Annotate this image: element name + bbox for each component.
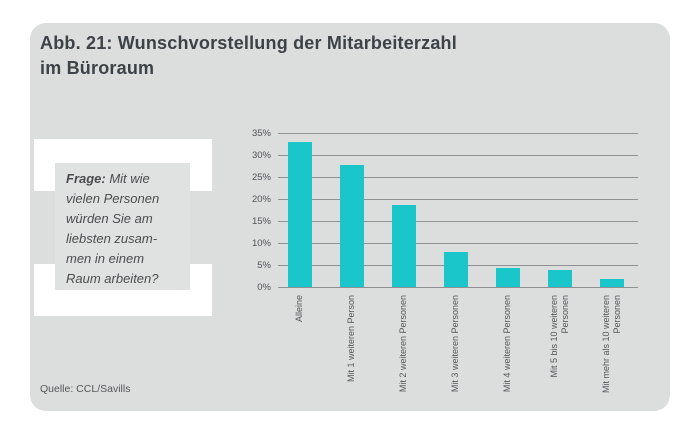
question-text: Frage: Mit wie vielen Personen würden Sie … [66,169,190,289]
figure-title-line2: im Büroraum [40,58,155,78]
question-label: Frage: [66,171,110,186]
gridline [278,155,638,156]
x-axis-label: Mit 2 weiteren Personen [398,295,408,393]
y-axis-tick-label: 35% [251,128,271,139]
bar [600,279,624,287]
y-axis-tick-label: 5% [257,260,271,271]
figure-card: Abb. 21: Wunschvorstellung der Mitarbeit… [30,23,670,411]
source-note: Quelle: CCL/Savills [40,383,131,395]
bar [444,252,468,287]
question-line: liebsten zusam- [66,231,158,246]
x-axis-label: Mit 1 weiteren Person [346,295,356,383]
bar-chart: 0% 5% 10% 15% 20% 25% 30% 35% Alleine Mit 1 weite… [30,23,670,411]
x-axis-label: Alleine [294,295,304,323]
bar [340,165,364,287]
y-axis-tick-label: 20% [251,194,271,205]
bar [392,205,416,287]
x-axis-label: Mit 3 weiteren Personen [450,295,460,393]
y-axis-tick-label: 10% [251,238,271,249]
y-axis-tick-label: 25% [251,172,271,183]
x-axis-label: Mit 4 weiteren Personen [502,295,512,393]
question-line: Raum arbeiten? [66,271,159,286]
gridline [278,133,638,134]
gridline [278,243,638,244]
y-axis-tick-label: 15% [251,216,271,227]
question-line: men in einem [66,251,145,266]
y-axis-tick-label: 0% [257,282,271,293]
question-line: Frage: Mit wie [66,171,150,186]
figure-title-line1: Abb. 21: Wunschvorstellung der Mitarbeit… [40,33,457,53]
gridline [278,221,638,222]
gridline [278,287,638,288]
question-line: würden Sie am [66,211,153,226]
question-box: Frage: Mit wie vielen Personen würden Sie … [55,163,190,290]
x-axis-label: Mit 5 bis 10 weiteren Personen [549,295,570,378]
bar [496,268,520,287]
figure-title: Abb. 21: Wunschvorstellung der Mitarbeit… [40,31,457,81]
gridline [278,199,638,200]
bar [548,270,572,287]
gridline [278,177,638,178]
question-line: vielen Personen [66,191,160,206]
x-axis-label: Mit mehr als 10 weiteren Personen [601,295,622,394]
y-axis-tick-label: 30% [251,150,271,161]
bar [288,142,312,287]
